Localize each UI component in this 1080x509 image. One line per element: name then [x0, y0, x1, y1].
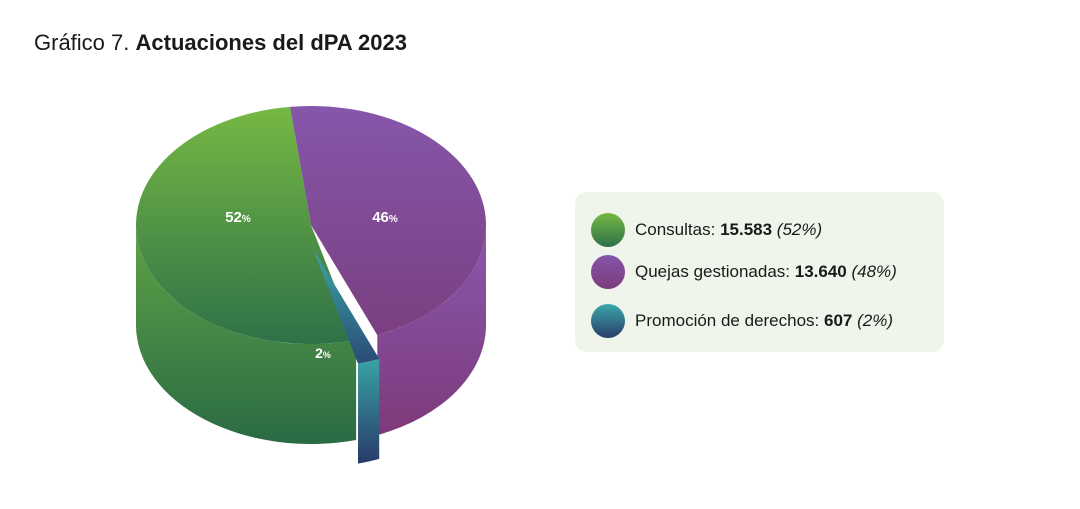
legend-percent: (48%): [851, 262, 897, 281]
slice-side-promocion: [358, 358, 380, 464]
legend: Consultas: 15.583 (52%) Quejas gestionad…: [575, 192, 944, 352]
legend-item-quejas: Quejas gestionadas: 13.640 (48%): [591, 254, 897, 290]
legend-percent: (52%): [776, 220, 823, 239]
slice-top-promocion: [312, 248, 380, 364]
legend-item-consultas: Consultas: 15.583 (52%): [591, 212, 822, 248]
legend-value: 15.583: [720, 220, 773, 239]
legend-value: 607: [824, 311, 853, 330]
legend-swatch-promocion: [591, 304, 625, 338]
legend-swatch-consultas: [591, 213, 625, 247]
chart-title-main: Actuaciones del dPA 2023: [135, 30, 407, 55]
chart-title-prefix: Gráfico 7.: [34, 30, 130, 55]
slice-side-quejas: [377, 225, 486, 436]
legend-swatch-quejas: [591, 255, 625, 289]
legend-percent: (2%): [857, 311, 894, 330]
legend-label: Quejas gestionadas:: [635, 262, 790, 281]
percent-label-quejas: 46%: [372, 209, 398, 226]
slice-top-quejas: [290, 106, 487, 336]
percent-label-promocion: 2%: [315, 345, 331, 361]
legend-label: Consultas:: [635, 220, 716, 239]
legend-label: Promoción de derechos:: [635, 311, 820, 330]
legend-item-promocion: Promoción de derechos: 607 (2%): [591, 303, 893, 339]
legend-value: 13.640: [794, 262, 847, 281]
chart-title: Gráfico 7. Actuaciones del dPA 2023: [34, 30, 407, 56]
slice-top-consultas: [136, 106, 357, 344]
slice-side-consultas: [136, 225, 357, 445]
percent-label-consultas: 52%: [225, 209, 251, 226]
